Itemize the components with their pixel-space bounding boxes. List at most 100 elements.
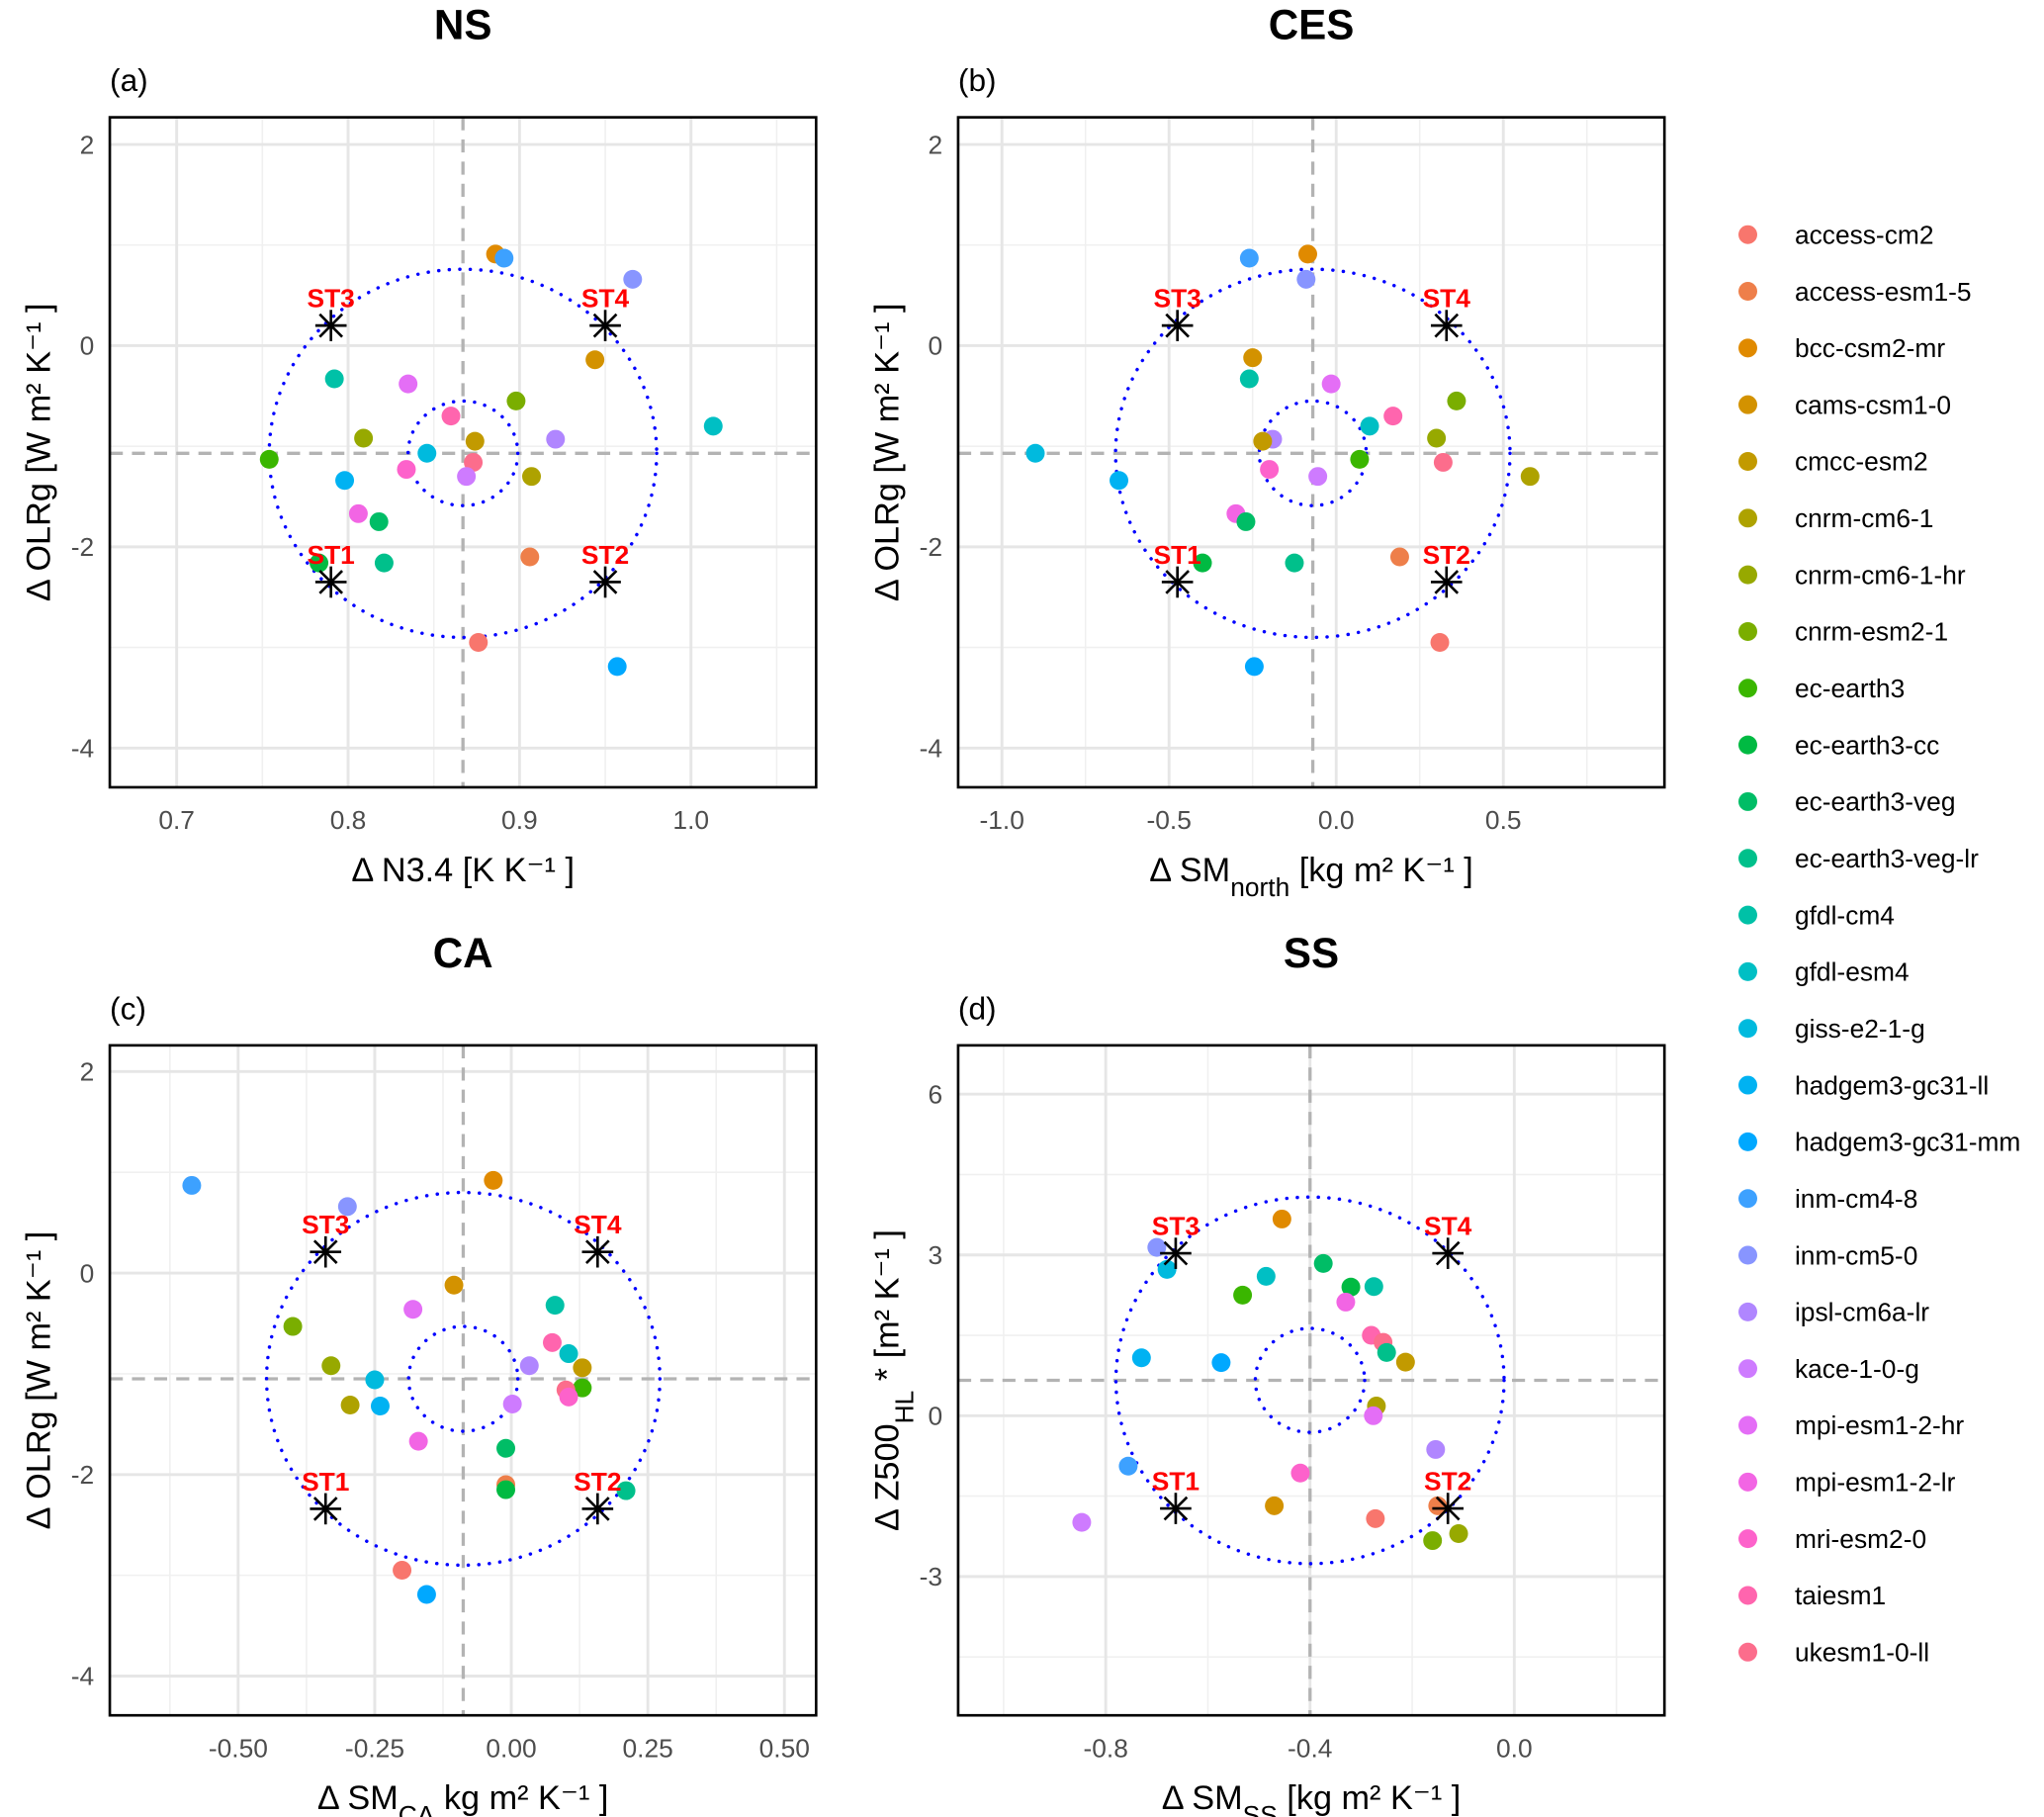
legend-item-cnrm-esm2-1: cnrm-esm2-1 — [1738, 617, 1948, 647]
station-star-st1 — [1160, 1493, 1192, 1524]
point-kace-1-0-g — [1308, 467, 1328, 487]
point-ec-earth3-veg — [369, 511, 389, 531]
asterisk-stroke — [1434, 313, 1460, 338]
point-bcc-csm2-mr — [1298, 244, 1317, 264]
point-mpi-esm1-2-hr — [403, 1300, 423, 1319]
y-tick-label: 0 — [80, 1258, 95, 1288]
point-mri-esm2-0 — [397, 460, 416, 480]
legend-item-ec-earth3-cc: ec-earth3-cc — [1738, 730, 1939, 760]
legend-key — [1738, 1019, 1757, 1039]
point-kace-1-0-g — [502, 1394, 522, 1413]
point-taiesm1 — [542, 1332, 562, 1352]
x-tick-label: -0.50 — [209, 1733, 268, 1763]
x-tick-label: 1.0 — [672, 805, 709, 835]
legend-label: ukesm1-0-ll — [1795, 1638, 1929, 1668]
point-hadgem3-gc31-mm — [1211, 1353, 1231, 1373]
legend-item-cnrm-cm6-1: cnrm-cm6-1 — [1738, 503, 1933, 533]
legend-item-inm-cm4-8: inm-cm4-8 — [1738, 1184, 1917, 1214]
legend-label: mri-esm2-0 — [1795, 1524, 1926, 1554]
point-ec-earth3-veg-lr — [616, 1481, 636, 1500]
legend-key — [1738, 1586, 1757, 1605]
point-mpi-esm1-2-lr — [348, 503, 368, 523]
x-axis-label-rest: [kg m² K⁻¹ ] — [1289, 852, 1473, 889]
point-inm-cm4-8 — [1239, 248, 1259, 268]
point-mri-esm2-0 — [559, 1387, 578, 1407]
x-tick-label: -0.5 — [1147, 805, 1192, 835]
point-access-esm1-5 — [520, 547, 540, 567]
x-tick-label: -0.4 — [1288, 1733, 1332, 1763]
panel-tag: (c) — [110, 991, 146, 1027]
x-axis-label-subscript: north — [1230, 872, 1289, 902]
asterisk-stroke — [1165, 313, 1190, 338]
station-label: ST1 — [1154, 540, 1201, 570]
legend-key — [1738, 565, 1757, 585]
legend-key — [1738, 791, 1757, 811]
legend-item-giss-e2-1-g: giss-e2-1-g — [1738, 1014, 1925, 1044]
point-hadgem3-gc31-mm — [607, 657, 627, 677]
point-inm-cm5-0 — [623, 269, 643, 289]
inner-dotted-circle — [405, 399, 520, 507]
legend: access-cm2 access-esm1-5 bcc-csm2-mr cams-c… — [1738, 220, 2020, 1668]
y-axis-label-subscript: HL — [889, 1391, 919, 1424]
y-axis-label: Δ Z500HL * [m² K⁻¹ ] — [868, 1229, 919, 1531]
station-star-st3 — [1161, 310, 1194, 341]
y-axis-label: Δ OLRg [W m² K⁻¹ ] — [20, 303, 57, 601]
point-hadgem3-gc31-ll — [370, 1397, 390, 1416]
legend-item-access-cm2: access-cm2 — [1738, 220, 1933, 249]
point-hadgem3-gc31-mm — [416, 1585, 436, 1604]
legend-item-mpi-esm1-2-lr: mpi-esm1-2-lr — [1738, 1468, 1956, 1498]
y-tick-label: 2 — [80, 1057, 95, 1087]
y-tick-label: -2 — [920, 532, 942, 562]
legend-key — [1738, 1529, 1757, 1549]
x-axis-label-subscript: SS — [1243, 1800, 1278, 1817]
point-cnrm-cm6-1-hr — [321, 1356, 341, 1376]
point-mpi-esm1-2-lr — [1336, 1292, 1356, 1312]
legend-label: giss-e2-1-g — [1795, 1014, 1925, 1044]
legend-label: access-cm2 — [1795, 220, 1934, 249]
legend-key — [1738, 1132, 1757, 1151]
point-mpi-esm1-2-hr — [399, 374, 418, 394]
legend-label: ec-earth3-cc — [1795, 730, 1939, 760]
y-tick-label: 2 — [928, 130, 942, 159]
panel-title: CA — [433, 930, 493, 976]
x-axis-label-text: Δ SM — [1149, 852, 1230, 889]
point-mpi-esm1-2-hr — [1321, 374, 1341, 394]
station-label: ST1 — [302, 1467, 349, 1497]
plot-border — [108, 116, 818, 789]
point-access-cm2 — [1430, 633, 1450, 652]
station-label: ST3 — [308, 284, 355, 314]
point-gfdl-cm4 — [1239, 369, 1259, 389]
x-axis-label-text: Δ SM — [317, 1779, 399, 1817]
point-gfdl-esm4 — [703, 416, 723, 436]
panel-ns: 0.7 0.8 0.9 1.0 2 0 -2 -4 ST1 ST2 ST3 ST4 NS (a) Δ N3.… — [20, 2, 818, 889]
x-tick-label: 0.25 — [623, 1733, 673, 1763]
legend-label: cnrm-cm6-1 — [1795, 503, 1934, 533]
legend-key — [1738, 1359, 1757, 1379]
point-giss-e2-1-g — [1025, 443, 1045, 463]
panel-ca: -0.50 -0.25 0.00 0.25 0.50 2 0 -2 -4 ST1 ST2 ST3 ST4… — [20, 930, 818, 1817]
x-tick-label: 0.0 — [1318, 805, 1355, 835]
point-gfdl-esm4 — [1360, 416, 1379, 436]
asterisk-stroke — [1434, 570, 1460, 594]
y-axis-label: Δ OLRg [W m² K⁻¹ ] — [868, 303, 906, 601]
legend-item-ec-earth3-veg: ec-earth3-veg — [1738, 787, 1955, 817]
x-tick-label: 0.0 — [1496, 1733, 1533, 1763]
legend-key — [1738, 1245, 1757, 1265]
station-star-st4 — [1432, 1237, 1465, 1269]
station-label: ST1 — [1152, 1467, 1200, 1497]
point-cmcc-esm2 — [465, 431, 485, 451]
panel-tag: (b) — [958, 62, 997, 98]
x-tick-label: 0.8 — [330, 805, 367, 835]
legend-label: ec-earth3 — [1795, 674, 1905, 703]
legend-key — [1738, 1472, 1757, 1492]
point-access-cm2 — [469, 633, 489, 652]
station-star-st4 — [1430, 310, 1463, 341]
point-inm-cm4-8 — [182, 1175, 202, 1195]
point-ec-earth3-veg-lr — [374, 553, 394, 573]
y-axis-label-text: Δ Z500 — [868, 1423, 906, 1531]
point-access-esm1-5 — [1389, 547, 1409, 567]
legend-item-cmcc-esm2: cmcc-esm2 — [1738, 447, 1928, 477]
point-mri-esm2-0 — [1290, 1463, 1310, 1483]
point-giss-e2-1-g — [1157, 1259, 1177, 1279]
